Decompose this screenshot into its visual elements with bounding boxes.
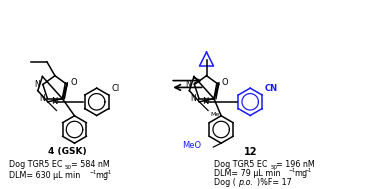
Text: Me: Me xyxy=(210,112,219,118)
Text: mg: mg xyxy=(294,169,308,178)
Text: = 584 nM: = 584 nM xyxy=(70,160,109,169)
Text: N: N xyxy=(186,80,192,89)
Text: O: O xyxy=(222,78,228,87)
Text: −1: −1 xyxy=(289,168,296,173)
Text: N: N xyxy=(202,97,208,106)
Text: Dog TGR5 EC: Dog TGR5 EC xyxy=(214,160,268,169)
Text: DLM= 630 μL min: DLM= 630 μL min xyxy=(9,171,80,180)
Text: Cl: Cl xyxy=(111,84,120,93)
Text: MeO: MeO xyxy=(183,141,201,150)
Text: −1: −1 xyxy=(89,170,96,175)
Text: )%F= 17: )%F= 17 xyxy=(257,178,292,187)
Text: N: N xyxy=(51,97,57,106)
Text: 50: 50 xyxy=(270,165,277,170)
Text: 12: 12 xyxy=(244,147,257,157)
Text: = 196 nM: = 196 nM xyxy=(276,160,315,169)
Text: O: O xyxy=(70,78,77,87)
Text: DLM= 79 μL min: DLM= 79 μL min xyxy=(214,169,281,178)
Text: Dog TGR5 EC: Dog TGR5 EC xyxy=(9,160,62,169)
Text: mg: mg xyxy=(95,171,108,180)
Text: −1: −1 xyxy=(304,168,311,173)
Text: N: N xyxy=(190,94,196,103)
Text: Dog (: Dog ( xyxy=(214,178,236,187)
Text: N: N xyxy=(39,94,45,103)
Text: p.o.: p.o. xyxy=(238,178,253,187)
Text: 50: 50 xyxy=(65,165,72,170)
Text: CN: CN xyxy=(265,84,278,93)
Text: N: N xyxy=(34,80,40,89)
Text: −1: −1 xyxy=(105,170,112,175)
Text: 4 (GSK): 4 (GSK) xyxy=(48,147,87,156)
